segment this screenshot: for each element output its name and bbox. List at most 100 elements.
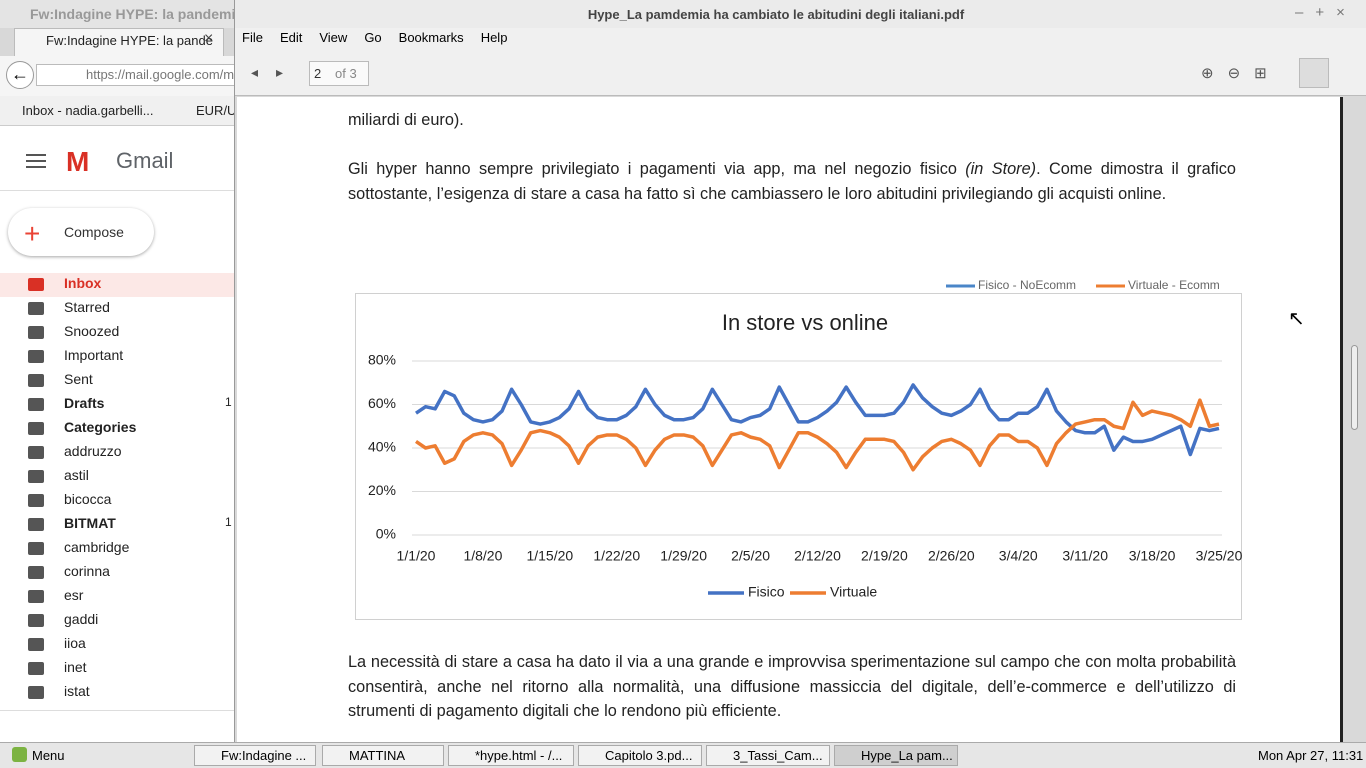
label[interactable]: Starred xyxy=(64,299,110,315)
italic-text: (in Store) xyxy=(965,160,1037,178)
continuous-button[interactable] xyxy=(1299,58,1329,88)
label[interactable]: astil xyxy=(64,467,89,483)
paragraph: La necessità di stare a casa ha dato il … xyxy=(348,653,1236,721)
label-icon xyxy=(28,542,44,555)
legend-label: Fisico - NoEcomm xyxy=(978,278,1076,292)
x-tick-label: 1/1/20 xyxy=(397,548,436,564)
y-tick-label: 40% xyxy=(368,439,396,455)
label-icon xyxy=(28,590,44,603)
scrollbar[interactable] xyxy=(1351,345,1358,430)
label[interactable]: Sent xyxy=(64,371,93,387)
paragraph: miliardi di euro). xyxy=(348,111,464,129)
menu-item[interactable]: View xyxy=(319,30,348,45)
x-tick-label: 1/29/20 xyxy=(660,548,707,564)
tab-title[interactable]: Fw:Indagine HYPE: la pande xyxy=(46,33,213,48)
label[interactable]: BITMAT xyxy=(64,515,116,531)
data-line xyxy=(415,398,1220,472)
label-icon xyxy=(28,326,44,339)
label-icon xyxy=(28,470,44,483)
task-button[interactable]: Capitolo 3.pd... xyxy=(578,745,702,766)
y-tick-label: 60% xyxy=(368,395,396,411)
task-button[interactable]: 3_Tassi_Cam... xyxy=(706,745,830,766)
label[interactable]: Snoozed xyxy=(64,323,120,339)
chart-title: In store vs online xyxy=(722,310,888,335)
bookmark[interactable]: EUR/U xyxy=(196,103,237,118)
label[interactable]: gaddi xyxy=(64,611,99,627)
label-icon xyxy=(28,278,44,291)
x-tick-label: 3/11/20 xyxy=(1062,548,1108,564)
compose-icon: + xyxy=(24,218,41,249)
divider xyxy=(0,710,234,711)
start-menu[interactable]: Menu xyxy=(32,748,65,763)
chart: In store vs online 0% 20% 40% 60% 80% 1/1/20 1… xyxy=(355,278,1243,620)
label-icon xyxy=(28,422,44,435)
compose-button[interactable] xyxy=(8,208,154,256)
label[interactable]: corinna xyxy=(64,563,110,579)
page-number[interactable]: 2 xyxy=(314,66,322,81)
label[interactable]: addruzzo xyxy=(64,443,122,459)
text: Gli hyper hanno sempre privilegiato i pa… xyxy=(348,160,966,178)
x-tick-label: 3/4/20 xyxy=(999,548,1038,564)
menu-item[interactable]: Help xyxy=(480,30,508,45)
label-icon xyxy=(28,662,44,675)
divider xyxy=(0,190,234,191)
label[interactable]: cambridge xyxy=(64,539,130,555)
legend-label: Virtuale - Ecomm xyxy=(1128,278,1220,292)
task-button[interactable]: *hype.html - /... xyxy=(448,745,574,766)
menu-icon[interactable] xyxy=(26,154,46,168)
toolbar xyxy=(235,50,1366,96)
window-controls[interactable]: –+× xyxy=(1295,4,1357,21)
label-icon xyxy=(28,374,44,387)
label[interactable]: Important xyxy=(64,347,124,363)
label-icon xyxy=(28,446,44,459)
pdf-title: Hype_La pamdemia ha cambiato le abitudin… xyxy=(587,7,965,22)
x-tick-label: 2/12/20 xyxy=(794,548,841,564)
x-tick-label: 1/15/20 xyxy=(526,548,573,564)
chart-frame xyxy=(355,293,1242,620)
label-icon xyxy=(28,494,44,507)
x-tick-label: 1/8/20 xyxy=(463,548,502,564)
label[interactable]: iioa xyxy=(64,635,86,651)
label[interactable]: Inbox xyxy=(64,275,102,291)
browser-titlebar xyxy=(0,0,234,28)
label[interactable]: esr xyxy=(64,587,84,603)
bookmark[interactable]: Inbox - nadia.garbelli... xyxy=(22,103,154,118)
mouse-cursor: ↖ xyxy=(1288,308,1305,330)
clock: Mon Apr 27, 11:31 xyxy=(1258,748,1364,763)
browser-window: Fw:Indagine HYPE: la pandemia Fw:Indagin… xyxy=(0,0,243,742)
task-button[interactable]: MATTINA xyxy=(322,745,444,766)
label[interactable]: Drafts xyxy=(64,395,105,411)
compose-label[interactable]: Compose xyxy=(64,224,124,240)
label-count: 1 xyxy=(225,515,232,529)
menu-item[interactable]: Bookmarks xyxy=(398,30,464,45)
label[interactable]: inet xyxy=(64,659,87,675)
menu-item[interactable]: File xyxy=(242,30,263,45)
tab-close[interactable]: × xyxy=(204,30,214,47)
y-tick-label: 20% xyxy=(368,482,396,498)
x-tick-label: 2/26/20 xyxy=(928,548,975,564)
menu-item[interactable]: Go xyxy=(364,30,382,45)
label-icon xyxy=(28,302,44,315)
back-button[interactable]: ← xyxy=(6,61,34,89)
tab[interactable] xyxy=(14,28,224,56)
x-tick-label: 3/18/20 xyxy=(1129,548,1176,564)
label[interactable]: Categories xyxy=(64,419,137,435)
page-count: of 3 xyxy=(335,66,357,81)
label-icon xyxy=(28,350,44,363)
label-icon xyxy=(28,686,44,699)
nav-arrows[interactable]: ◂▸ xyxy=(251,64,302,80)
task-button[interactable]: Fw:Indagine ... xyxy=(194,745,316,766)
menu-item[interactable]: Edit xyxy=(279,30,303,45)
task-button[interactable]: Hype_La pam... xyxy=(834,745,958,766)
x-tick-label: 2/5/20 xyxy=(731,548,770,564)
zoom-buttons[interactable]: ⊕⊖⊞ xyxy=(1201,65,1281,82)
label[interactable]: istat xyxy=(64,683,90,699)
label-icon xyxy=(28,518,44,531)
label[interactable]: bicocca xyxy=(64,491,112,507)
page-box xyxy=(309,61,369,86)
label-icon xyxy=(28,398,44,411)
url[interactable]: https://mail.google.com/m xyxy=(86,67,235,82)
x-tick-label: 1/22/20 xyxy=(593,548,640,564)
x-tick-label: 2/19/20 xyxy=(861,548,908,564)
